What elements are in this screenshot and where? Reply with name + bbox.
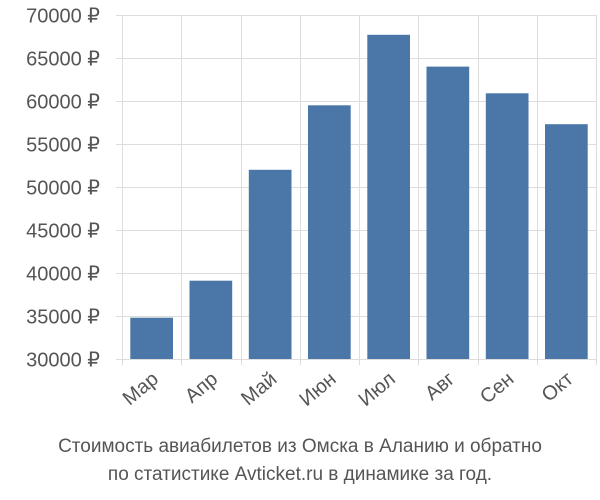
x-tick-label: Июл [355, 368, 400, 411]
y-tick-label: 70000 ₽ [26, 6, 100, 28]
y-tick-label: 30000 ₽ [26, 350, 100, 372]
x-tick-label: Авг [421, 368, 459, 405]
chart-caption-line-2: по статистике Avticket.ru в динамике за … [107, 464, 493, 485]
x-tick-label: Мар [119, 368, 163, 410]
x-tick-label: Июн [296, 368, 341, 411]
chart-caption-line-1: Стоимость авиабилетов из Омска в Аланию … [58, 436, 542, 457]
x-tick-labels: Мар Апр Май Июн Июл Авг Сен Окт [119, 368, 578, 411]
y-tick-label: 55000 ₽ [26, 135, 100, 157]
y-tick-labels: 30000 ₽ 35000 ₽ 40000 ₽ 45000 ₽ 50000 ₽ 55000… [26, 6, 100, 372]
bars [130, 34, 588, 360]
bar-6 [426, 66, 470, 359]
y-tick-label: 50000 ₽ [26, 178, 100, 200]
y-tick-label: 45000 ₽ [26, 221, 100, 243]
bar-3 [248, 169, 292, 359]
y-tick-label: 60000 ₽ [26, 92, 100, 114]
x-tick-label: Окт [538, 368, 578, 407]
bar-4 [308, 105, 351, 359]
y-tick-label: 40000 ₽ [26, 264, 100, 286]
bar-5 [367, 34, 410, 360]
bar-1 [130, 317, 173, 359]
grid-lines [116, 15, 597, 365]
x-tick-label: Май [237, 368, 281, 410]
bar-7 [485, 93, 529, 360]
bar-2 [189, 280, 233, 359]
y-tick-label: 35000 ₽ [26, 307, 100, 329]
x-tick-label: Сен [476, 368, 518, 408]
bar-8 [545, 124, 588, 359]
y-tick-label: 65000 ₽ [26, 49, 100, 71]
x-tick-label: Апр [181, 368, 222, 408]
